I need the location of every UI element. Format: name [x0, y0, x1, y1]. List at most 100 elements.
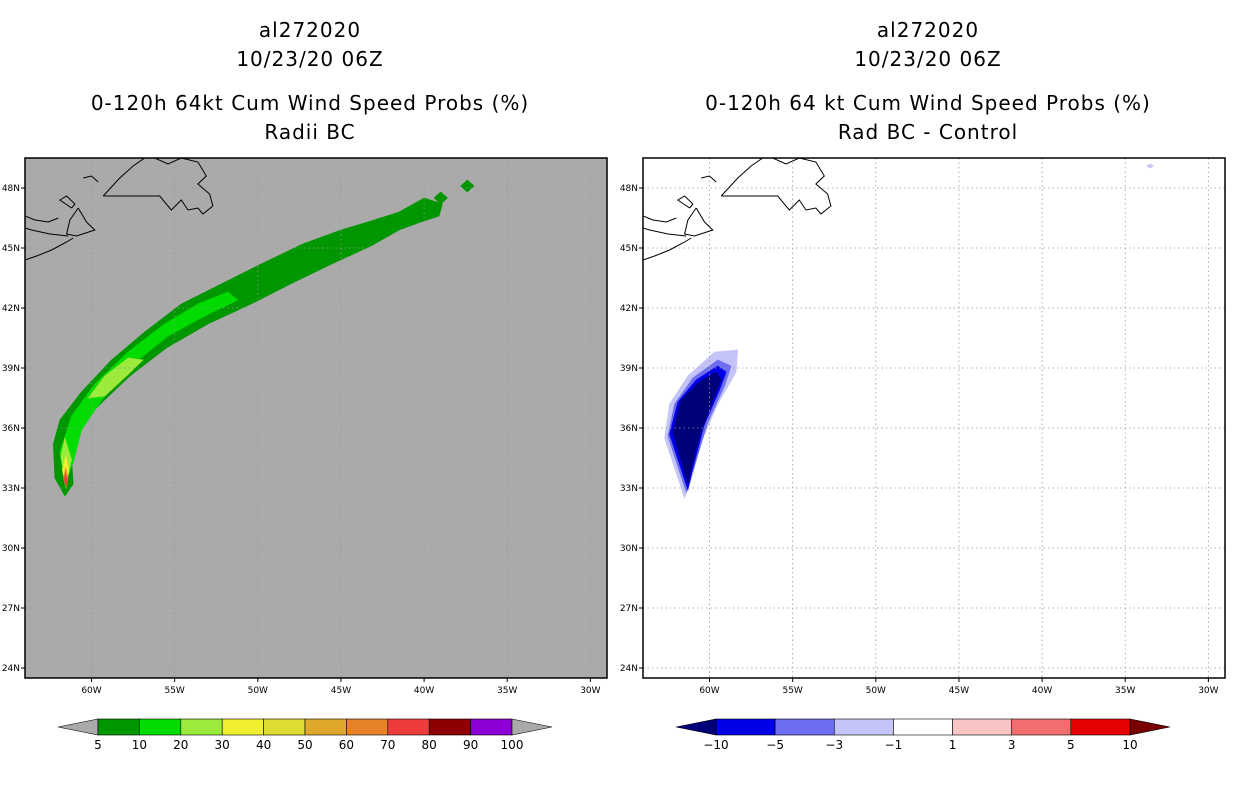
left-xtick-label: 55W [164, 686, 184, 696]
left-xtick-label: 60W [81, 686, 101, 696]
right-colorbar-swatch [1070, 718, 1131, 736]
left-colorbar-swatch [428, 718, 471, 736]
left-storm-id: al272020 [258, 18, 362, 42]
right-colorbar-under-triangle [675, 718, 717, 736]
left-xtick-label: 50W [248, 686, 268, 696]
left-xtick-label: 40W [414, 686, 434, 696]
right-xtick-label: 35W [1115, 686, 1135, 696]
right-ytick-label: 48N [620, 184, 638, 194]
left-contour-5 [433, 191, 448, 205]
left-xtick-label: 45W [331, 686, 351, 696]
right-colorbar-label: −3 [825, 738, 843, 752]
left-coastline [103, 158, 214, 215]
left-coastline [83, 175, 99, 183]
right-colorbar-swatch [1011, 718, 1072, 736]
right-ytick-label: 36N [620, 424, 638, 434]
right-coastline [643, 237, 692, 261]
left-colorbar-swatch [139, 718, 182, 736]
right-plot-frame [642, 157, 1226, 679]
right-ytick-label: 42N [620, 304, 638, 314]
right-colorbar-label: 3 [1008, 738, 1016, 752]
right-colorbar-label: −1 [885, 738, 903, 752]
left-colorbar-label: 10 [132, 738, 147, 752]
left-colorbar-label: 20 [173, 738, 188, 752]
left-ytick-label: 36N [2, 424, 20, 434]
left-xtick-label: 35W [497, 686, 517, 696]
right-colorbar-label: −5 [766, 738, 784, 752]
right-coastline [683, 207, 714, 237]
right-ytick-label: 39N [620, 364, 638, 374]
left-ytick-label: 30N [2, 544, 20, 554]
left-coastline [25, 227, 69, 237]
left-plot-background [25, 158, 607, 678]
left-coastline [58, 195, 76, 209]
right-ytick-label: 27N [620, 604, 638, 614]
right-plot-background [643, 158, 1225, 678]
left-ytick-label: 33N [2, 484, 20, 494]
right-xtick-label: 55W [782, 686, 802, 696]
right-coastline [643, 215, 677, 223]
left-colorbar-label: 100 [501, 738, 524, 752]
right-ytick-label: 24N [620, 664, 638, 674]
left-colorbar-swatch [263, 718, 306, 736]
right-coastline [643, 227, 687, 237]
left-coastline [102, 158, 145, 197]
left-colorbar: 5 10 20 30 40 50 60 70 80 90 100 [57, 718, 553, 752]
left-colorbar-swatch [470, 718, 513, 736]
right-colorbar-swatch [833, 718, 894, 736]
right-colorbar-label: −10 [703, 738, 728, 752]
left-colorbar-label: 80 [422, 738, 437, 752]
left-ytick-label: 42N [2, 304, 20, 314]
left-colorbar-label: 50 [297, 738, 312, 752]
right-plot-area [643, 158, 1225, 678]
right-colorbar-swatch [715, 718, 776, 736]
left-ytick-label: 45N [2, 244, 20, 254]
right-subtitle: Rad BC - Control [837, 120, 1019, 144]
right-colorbar-swatch [893, 718, 953, 736]
right-colorbar: −10 −5 −3 −1 1 3 5 10 [675, 718, 1171, 752]
right-coastline [721, 158, 832, 215]
left-colorbar-swatch [387, 718, 430, 736]
left-colorbar-swatch [180, 718, 223, 736]
right-coastline [701, 175, 717, 183]
left-plot-area [25, 158, 607, 678]
right-ytick-label: 30N [620, 544, 638, 554]
right-coastline [676, 195, 694, 209]
left-map-panel: 60W 55W 50W 45W 40W 35W 30W 24N 27N 30N 33N 36N 39N 4… [2, 157, 608, 696]
left-colorbar-swatch [304, 718, 347, 736]
left-contour-5 [52, 197, 443, 497]
left-colorbar-label: 40 [256, 738, 271, 752]
left-contour-5 [460, 179, 475, 193]
left-plot-frame [24, 157, 608, 679]
right-ytick-label: 33N [620, 484, 638, 494]
right-colorbar-over-triangle [1129, 718, 1171, 736]
right-xtick-label: 30W [1198, 686, 1218, 696]
right-datetime: 10/23/20 06Z [854, 47, 1002, 71]
right-xtick-label: 40W [1032, 686, 1052, 696]
left-ytick-label: 24N [2, 664, 20, 674]
left-coastline [25, 237, 74, 261]
right-colorbar-label: 5 [1067, 738, 1075, 752]
left-colorbar-swatch [221, 718, 264, 736]
right-storm-id: al272020 [876, 18, 980, 42]
left-ytick-label: 39N [2, 364, 20, 374]
left-datetime: 10/23/20 06Z [236, 47, 384, 71]
right-contour-neg1 [1146, 163, 1155, 169]
right-colorbar-swatch [774, 718, 835, 736]
left-coastline [25, 215, 59, 223]
right-colorbar-swatch [952, 718, 1013, 736]
left-colorbar-label: 70 [380, 738, 395, 752]
left-colorbar-label: 30 [215, 738, 230, 752]
left-colorbar-label: 60 [339, 738, 354, 752]
right-xtick-label: 45W [949, 686, 969, 696]
left-subtitle: Radii BC [264, 120, 356, 144]
right-coastline [720, 158, 763, 197]
left-coastline [65, 207, 96, 237]
left-colorbar-under-triangle [57, 718, 99, 736]
left-ytick-label: 48N [2, 184, 20, 194]
left-colorbar-label: 90 [463, 738, 478, 752]
left-xtick-label: 30W [580, 686, 600, 696]
left-title: 0-120h 64kt Cum Wind Speed Probs (%) [90, 91, 530, 115]
right-ytick-label: 45N [620, 244, 638, 254]
